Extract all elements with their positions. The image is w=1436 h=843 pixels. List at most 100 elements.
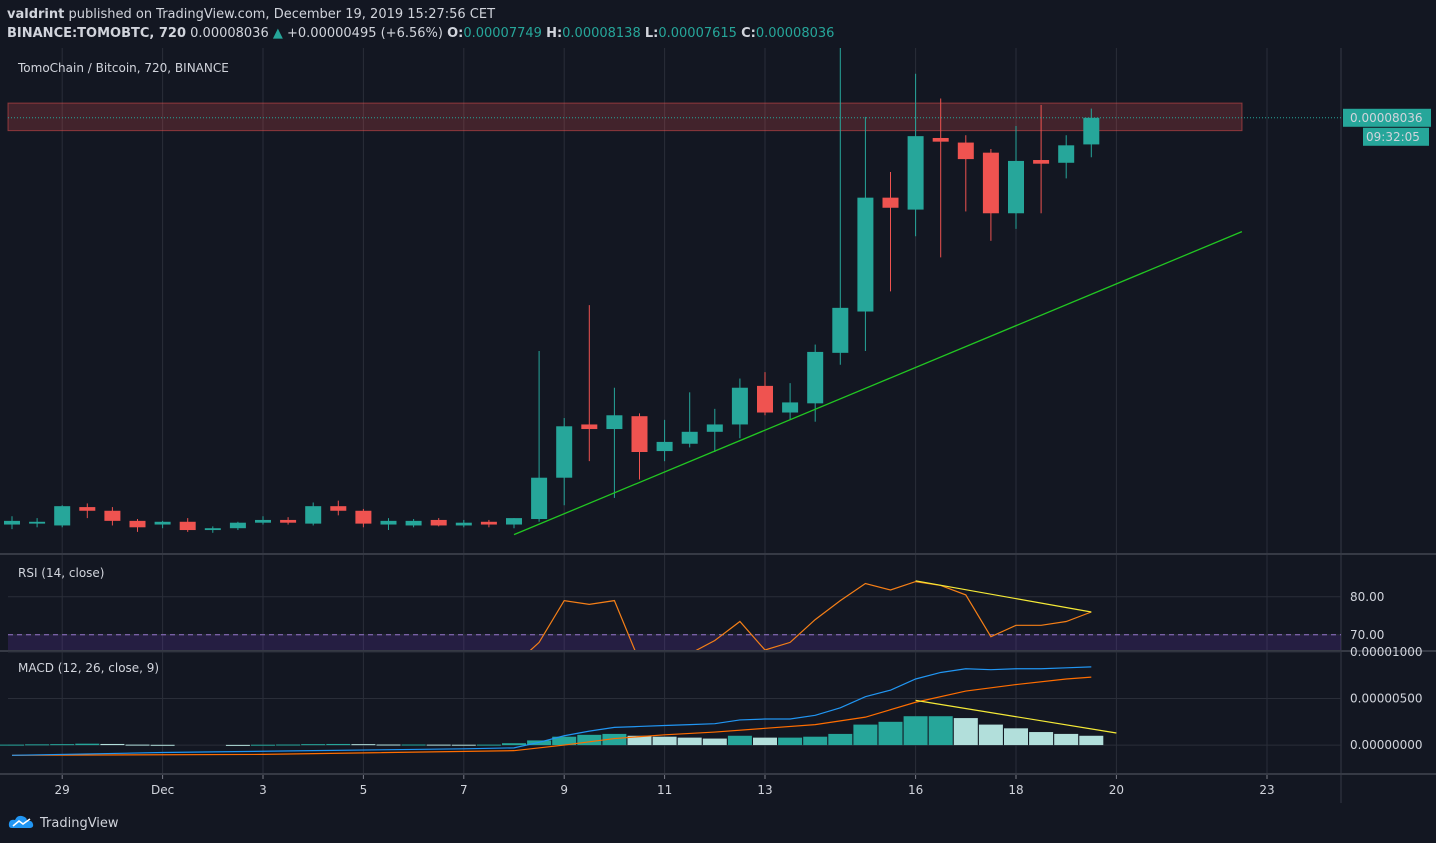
time-axis-label: 7 <box>460 783 468 797</box>
macd-histogram-bar <box>1054 733 1079 746</box>
macd-line <box>11 666 1092 756</box>
time-axis-label: 5 <box>360 783 368 797</box>
candle-body <box>4 520 20 525</box>
candle-body <box>982 152 999 214</box>
time-axis-label: 13 <box>757 783 772 797</box>
candle-body <box>1008 160 1024 214</box>
candle-body <box>229 522 246 529</box>
rsi-pane-title: RSI (14, close) <box>18 566 104 580</box>
publisher-line: valdrint published on TradingView.com, D… <box>7 7 495 22</box>
last-price-label: 0.00008036 <box>1350 111 1423 125</box>
time-axis-label: 18 <box>1008 783 1023 797</box>
macd-axis-label: 0.00000000 <box>1350 738 1423 752</box>
candle-body <box>606 415 623 430</box>
macd-histogram-bar <box>100 743 125 746</box>
candle-body <box>430 519 447 526</box>
candle-body <box>54 506 71 526</box>
tradingview-logo[interactable]: TradingView <box>8 814 119 832</box>
price-change: +0.00000495 (+6.56%) <box>287 26 443 41</box>
macd-histogram-bar <box>326 743 351 746</box>
macd-histogram-bar <box>451 744 476 746</box>
open-value: 0.00007749 <box>463 26 542 41</box>
macd-axis-label: 0.00001000 <box>1350 645 1423 659</box>
candle-body <box>731 387 748 425</box>
candle-body <box>280 519 297 523</box>
high-value: 0.00008138 <box>562 26 641 41</box>
candle-body <box>129 520 146 528</box>
macd-histogram-bar <box>853 724 878 746</box>
low-label: L: <box>644 26 659 41</box>
candle-body <box>807 351 824 404</box>
publisher-user[interactable]: valdrint <box>7 7 65 22</box>
macd-axis-label: 0.00000500 <box>1350 692 1423 706</box>
candle-body <box>29 521 46 524</box>
macd-histogram-bar <box>502 743 526 746</box>
close-label: C: <box>741 26 756 41</box>
macd-histogram-bar <box>125 744 150 746</box>
macd-histogram-bar <box>778 737 803 746</box>
tradingview-cloud-icon <box>8 815 34 828</box>
countdown-label: 09:32:05 <box>1366 130 1420 144</box>
macd-histogram-bar <box>1004 728 1028 746</box>
candle-body <box>531 477 548 520</box>
candle-body <box>104 510 121 521</box>
rsi-divergence-line <box>915 580 1092 613</box>
candle-body <box>932 137 949 142</box>
time-axis-label: 29 <box>55 783 70 797</box>
symbol-name[interactable]: BINANCE:TOMOBTC, 720 <box>7 26 187 41</box>
macd-histogram-bar <box>602 733 627 746</box>
macd-pane-title: MACD (12, 26, close, 9) <box>18 661 159 675</box>
candle-body <box>154 521 171 525</box>
candle-body <box>782 402 799 413</box>
candle-body <box>832 307 849 353</box>
time-axis-label: 3 <box>259 783 267 797</box>
time-axis-label: 20 <box>1109 783 1124 797</box>
macd-histogram-bar <box>401 744 426 746</box>
macd-divergence-line <box>915 699 1117 734</box>
time-axis-label: 11 <box>657 783 672 797</box>
resistance-zone <box>7 102 1243 132</box>
macd-histogram-bar <box>50 744 75 746</box>
macd-histogram-bar <box>301 744 326 746</box>
up-arrow-icon: ▲ <box>272 26 283 41</box>
macd-histogram-bar <box>552 736 577 746</box>
candle-body <box>1058 145 1075 163</box>
rsi-band <box>8 634 1341 650</box>
open-label: O: <box>447 26 464 41</box>
tradingview-brand: TradingView <box>40 815 119 831</box>
rsi-line <box>529 580 1092 650</box>
macd-histogram-bar <box>903 716 928 746</box>
macd-histogram-bar <box>276 744 301 746</box>
candle-body <box>1033 160 1050 164</box>
candle-body <box>204 528 221 531</box>
publisher-text: published on TradingView.com, December 1… <box>68 7 496 22</box>
last-price: 0.00008036 <box>190 26 269 41</box>
macd-histogram-bar <box>75 743 100 746</box>
candle-body <box>631 416 648 452</box>
candle-body <box>1083 117 1100 145</box>
macd-histogram-bar <box>476 744 501 746</box>
macd-histogram-bar <box>351 744 376 746</box>
candle-body <box>556 426 573 478</box>
macd-histogram-bar <box>828 733 853 746</box>
candle-body <box>882 197 899 208</box>
macd-histogram-bar <box>225 744 250 746</box>
rsi-axis-label: 80.00 <box>1350 590 1384 604</box>
macd-histogram-bar <box>928 716 953 746</box>
footer: TradingView <box>0 803 1436 843</box>
macd-histogram-bar <box>677 737 702 746</box>
chart-canvas[interactable]: 0.000085000.000075000.000070000.00006500… <box>0 0 1436 803</box>
macd-histogram-bar <box>376 744 401 746</box>
price-pane-title: TomoChain / Bitcoin, 720, BINANCE <box>17 61 229 75</box>
candle-body <box>907 136 924 210</box>
macd-histogram-bar <box>953 718 978 746</box>
candle-body <box>355 510 372 524</box>
symbol-line: BINANCE:TOMOBTC, 720 0.00008036 ▲ +0.000… <box>7 26 834 41</box>
macd-histogram-bar <box>1029 732 1054 746</box>
macd-signal-line <box>11 676 1092 756</box>
macd-histogram-bar <box>727 735 752 746</box>
macd-histogram-bar <box>702 738 727 746</box>
candle-body <box>706 424 723 432</box>
candle-body <box>681 431 698 444</box>
candle-body <box>79 507 96 511</box>
